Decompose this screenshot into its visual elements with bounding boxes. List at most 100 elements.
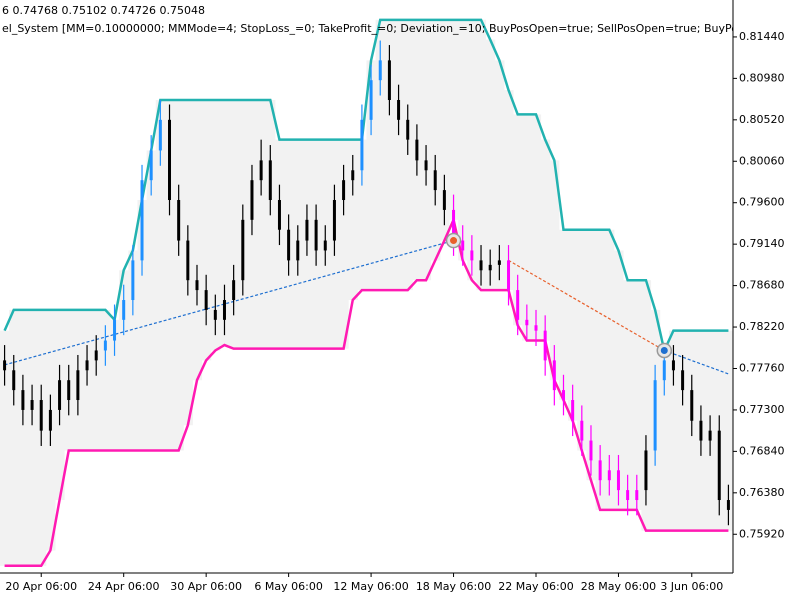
candle-body bbox=[360, 119, 364, 171]
candle-body bbox=[48, 409, 52, 431]
x-tick-label: 12 May 06:00 bbox=[333, 580, 408, 593]
ohlc-text: 6 0.74768 0.75102 0.74726 0.75048 bbox=[2, 4, 205, 17]
trade-line bbox=[4, 239, 454, 366]
y-tick-label: 0.77760 bbox=[739, 361, 785, 374]
y-tick-label: 0.75920 bbox=[739, 527, 785, 540]
candle-body bbox=[277, 200, 281, 230]
channel-fill bbox=[586, 229, 597, 481]
channel-fill bbox=[430, 19, 441, 261]
candle-body bbox=[525, 319, 529, 326]
candle-body bbox=[653, 380, 657, 451]
candle-body bbox=[158, 119, 162, 151]
candle-body bbox=[12, 370, 16, 391]
y-tick-label: 0.77300 bbox=[739, 403, 785, 416]
channel-fill bbox=[265, 100, 276, 349]
candle-body bbox=[85, 360, 89, 371]
candle-body bbox=[479, 260, 483, 271]
candle-body bbox=[296, 240, 300, 261]
channel-fill bbox=[91, 309, 102, 451]
channel-fill bbox=[476, 19, 487, 291]
candle-body bbox=[452, 209, 456, 241]
candle-body bbox=[461, 240, 465, 251]
channel-fill bbox=[27, 309, 38, 566]
trade-line bbox=[664, 349, 729, 375]
channel-fill bbox=[568, 229, 578, 421]
y-tick-label: 0.79600 bbox=[739, 196, 785, 209]
candle-body bbox=[131, 260, 135, 301]
candle-body bbox=[726, 500, 730, 510]
channel-fill bbox=[155, 100, 166, 451]
candle-body bbox=[113, 319, 117, 341]
trade-marker-dot bbox=[660, 346, 668, 354]
candle-body bbox=[332, 200, 336, 241]
candle-body bbox=[268, 160, 272, 201]
channel-fill bbox=[613, 250, 624, 510]
x-tick-label: 20 Apr 06:00 bbox=[5, 580, 77, 593]
candle-body bbox=[607, 470, 611, 481]
candle-body bbox=[442, 190, 446, 210]
candle-body bbox=[149, 150, 153, 181]
channel-fill bbox=[531, 114, 542, 341]
channel-fill bbox=[522, 114, 532, 341]
candle-body bbox=[433, 170, 437, 191]
channel-fill bbox=[540, 139, 551, 341]
candle-body bbox=[369, 80, 373, 120]
channel-fill bbox=[439, 19, 450, 241]
y-tick-label: 0.81440 bbox=[739, 30, 785, 43]
candle-body bbox=[690, 390, 694, 421]
candle-body bbox=[635, 490, 639, 501]
channel-fill bbox=[577, 229, 587, 451]
plot-area bbox=[0, 18, 733, 568]
channel-fill bbox=[384, 19, 395, 291]
candle-body bbox=[616, 470, 620, 491]
candle-body bbox=[589, 440, 593, 461]
channel-fill bbox=[513, 114, 523, 326]
channel-fill bbox=[467, 19, 477, 281]
candle-body bbox=[323, 240, 327, 251]
candle-body bbox=[516, 290, 520, 320]
candle-body bbox=[94, 350, 98, 361]
candle-body bbox=[571, 400, 575, 421]
x-tick-label: 22 May 06:00 bbox=[498, 580, 573, 593]
candle-body bbox=[314, 219, 318, 251]
x-tick-label: 28 May 06:00 bbox=[581, 580, 656, 593]
channel-fill bbox=[137, 200, 148, 451]
y-tick-label: 0.76380 bbox=[739, 486, 785, 499]
candle-body bbox=[58, 380, 62, 410]
channel-fill bbox=[119, 270, 129, 451]
candle-body bbox=[39, 400, 43, 431]
channel-fill bbox=[448, 19, 459, 220]
x-tick-label: 3 Jun 06:00 bbox=[660, 580, 723, 593]
channel-fill bbox=[339, 139, 349, 349]
candle-body bbox=[543, 330, 547, 361]
channel-fill bbox=[164, 100, 175, 451]
candle-body bbox=[626, 490, 630, 501]
channel-fill bbox=[485, 39, 496, 291]
candle-body bbox=[103, 340, 107, 351]
candle-body bbox=[580, 420, 584, 441]
upper-channel bbox=[3, 18, 729, 355]
y-tick-label: 0.80980 bbox=[739, 71, 785, 84]
y-tick-label: 0.80520 bbox=[739, 113, 785, 126]
channel-fill bbox=[18, 309, 28, 566]
channel-fill bbox=[256, 100, 267, 349]
x-tick-label: 6 May 06:00 bbox=[254, 580, 322, 593]
candle-body bbox=[387, 60, 391, 101]
candle-body bbox=[76, 370, 80, 401]
indicator-label: el_System [MM=0.10000000; MMMode=4; Stop… bbox=[2, 22, 800, 35]
candle-body bbox=[122, 300, 126, 320]
candle-body bbox=[671, 360, 675, 371]
candle-body bbox=[681, 370, 685, 391]
channel-fill bbox=[0, 330, 10, 566]
channel-fill bbox=[348, 139, 358, 301]
channel-fill bbox=[659, 350, 670, 531]
candle-body bbox=[662, 360, 666, 381]
y-tick-label: 0.79140 bbox=[739, 237, 785, 250]
channel-fill bbox=[357, 139, 367, 291]
y-tick-label: 0.80060 bbox=[739, 154, 785, 167]
channel-fill bbox=[146, 150, 157, 451]
channel-fill bbox=[595, 229, 606, 510]
trade-marker-dot bbox=[450, 237, 458, 245]
